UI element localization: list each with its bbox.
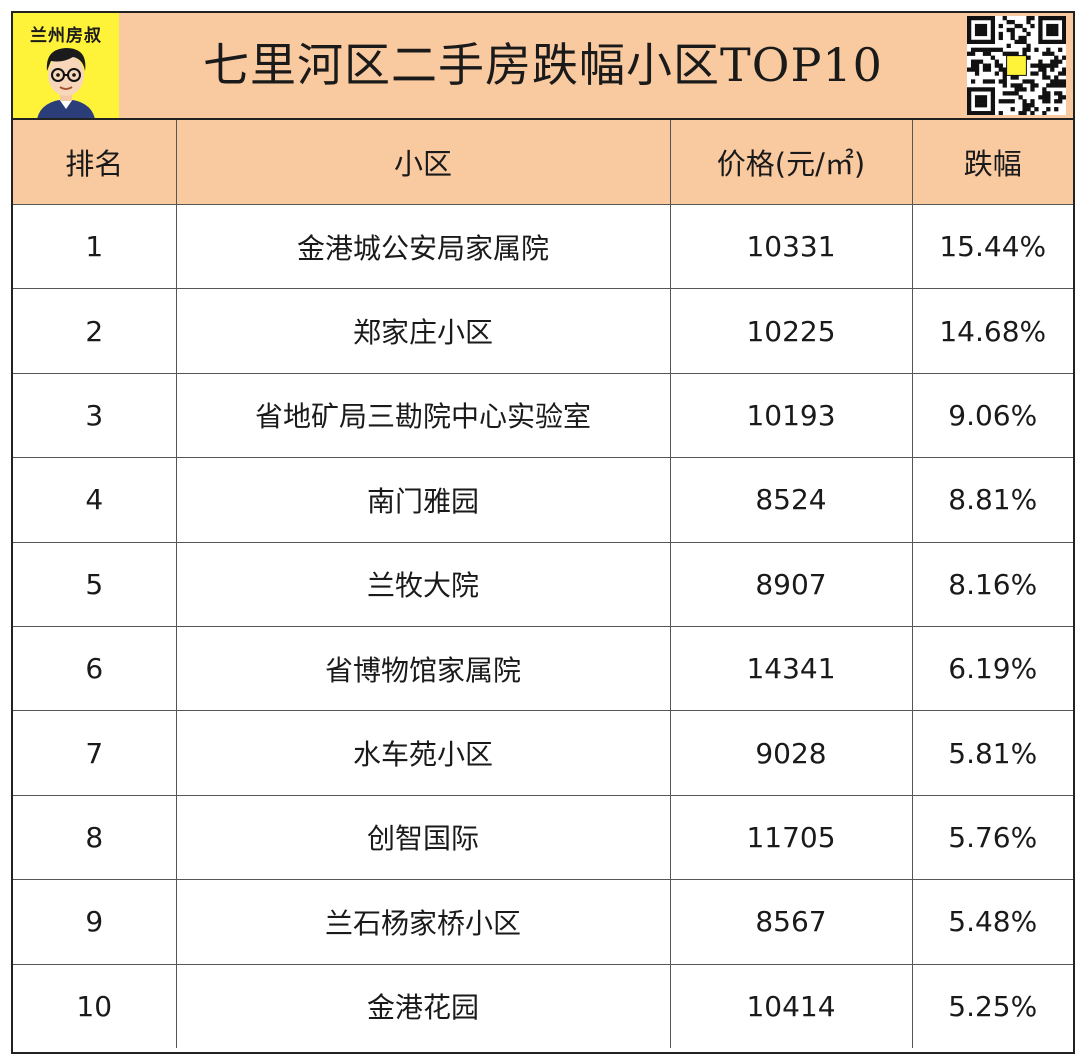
- rank-cell: 7: [13, 710, 177, 796]
- drop-cell: 5.76%: [911, 794, 1073, 881]
- table-row: 1 金港城公安局家属院 10331 15.44%: [13, 203, 1073, 290]
- table-frame: 兰州房叔 七里河区二手房跌幅小区TOP10: [11, 11, 1075, 1054]
- qr-code: [967, 16, 1067, 116]
- table-row: 9 兰石杨家桥小区 8567 5.48%: [13, 879, 1073, 965]
- table-header-row: 排名 小区 价格(元/㎡) 跌幅: [13, 120, 1073, 205]
- community-cell: 郑家庄小区: [175, 288, 671, 374]
- price-cell: 8567: [669, 879, 913, 965]
- title-bar: 兰州房叔 七里河区二手房跌幅小区TOP10: [13, 13, 1073, 120]
- qr-code-icon: [967, 16, 1067, 116]
- drop-cell: 5.25%: [911, 963, 1073, 1048]
- price-cell: 14341: [669, 625, 913, 712]
- drop-cell: 6.19%: [911, 625, 1073, 712]
- page-title: 七里河区二手房跌幅小区TOP10: [203, 38, 883, 92]
- table-row: 2 郑家庄小区 10225 14.68%: [13, 288, 1073, 374]
- community-cell: 兰石杨家桥小区: [175, 879, 671, 965]
- column-header-drop: 跌幅: [911, 120, 1073, 205]
- community-cell: 水车苑小区: [175, 710, 671, 796]
- price-cell: 10331: [669, 203, 913, 290]
- column-header-community: 小区: [175, 120, 671, 205]
- column-header-price: 价格(元/㎡): [669, 120, 913, 205]
- rank-cell: 10: [13, 963, 177, 1048]
- community-cell: 金港城公安局家属院: [175, 203, 671, 290]
- community-cell: 兰牧大院: [175, 541, 671, 627]
- brand-logo: 兰州房叔: [13, 13, 119, 118]
- rank-cell: 4: [13, 457, 177, 543]
- drop-cell: 5.81%: [911, 710, 1073, 796]
- drop-cell: 8.81%: [911, 457, 1073, 543]
- price-cell: 10193: [669, 372, 913, 459]
- column-header-rank: 排名: [13, 120, 177, 205]
- drop-cell: 5.48%: [911, 879, 1073, 965]
- drop-cell: 15.44%: [911, 203, 1073, 290]
- table-row: 5 兰牧大院 8907 8.16%: [13, 541, 1073, 627]
- rank-cell: 5: [13, 541, 177, 627]
- table-row: 3 省地矿局三勘院中心实验室 10193 9.06%: [13, 372, 1073, 459]
- price-cell: 9028: [669, 710, 913, 796]
- rank-cell: 3: [13, 372, 177, 459]
- community-cell: 金港花园: [175, 963, 671, 1048]
- community-cell: 创智国际: [175, 794, 671, 881]
- table-row: 7 水车苑小区 9028 5.81%: [13, 710, 1073, 796]
- rank-cell: 8: [13, 794, 177, 881]
- price-cell: 10225: [669, 288, 913, 374]
- community-cell: 南门雅园: [175, 457, 671, 543]
- community-cell: 省地矿局三勘院中心实验室: [175, 372, 671, 459]
- rank-cell: 6: [13, 625, 177, 712]
- drop-cell: 14.68%: [911, 288, 1073, 374]
- price-cell: 8524: [669, 457, 913, 543]
- cartoon-avatar-icon: [37, 48, 95, 118]
- drop-cell: 8.16%: [911, 541, 1073, 627]
- rank-cell: 2: [13, 288, 177, 374]
- logo-text: 兰州房叔: [30, 26, 102, 46]
- table-row: 10 金港花园 10414 5.25%: [13, 963, 1073, 1048]
- drop-cell: 9.06%: [911, 372, 1073, 459]
- price-cell: 11705: [669, 794, 913, 881]
- table-row: 4 南门雅园 8524 8.81%: [13, 457, 1073, 543]
- ranking-table: 排名 小区 价格(元/㎡) 跌幅 1 金港城公安局家属院 10331 15.44…: [13, 120, 1073, 1048]
- table-row: 8 创智国际 11705 5.76%: [13, 794, 1073, 881]
- rank-cell: 9: [13, 879, 177, 965]
- community-cell: 省博物馆家属院: [175, 625, 671, 712]
- table-row: 6 省博物馆家属院 14341 6.19%: [13, 625, 1073, 712]
- rank-cell: 1: [13, 203, 177, 290]
- price-cell: 8907: [669, 541, 913, 627]
- price-cell: 10414: [669, 963, 913, 1048]
